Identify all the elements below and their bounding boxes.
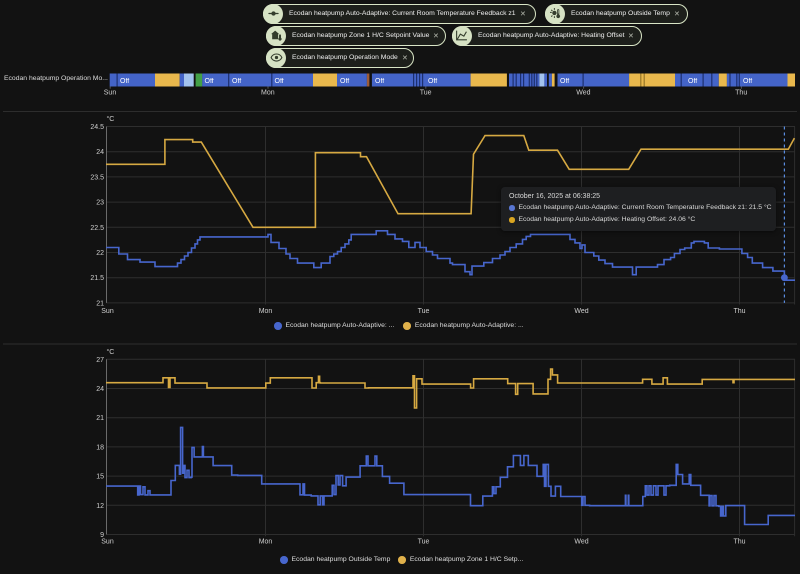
svg-text:Thu: Thu <box>733 539 745 546</box>
svg-text:Sun: Sun <box>101 308 114 315</box>
svg-text:21: 21 <box>96 415 104 422</box>
svg-text:24: 24 <box>96 386 104 393</box>
svg-text:15: 15 <box>96 474 104 481</box>
svg-text:21: 21 <box>96 300 104 307</box>
svg-text:24: 24 <box>96 149 104 156</box>
svg-text:Off: Off <box>275 78 284 85</box>
svg-text:Tue: Tue <box>420 90 432 97</box>
svg-text:°C: °C <box>107 115 115 123</box>
svg-text:Off: Off <box>120 78 129 85</box>
svg-text:22.5: 22.5 <box>90 225 104 232</box>
svg-text:Mon: Mon <box>259 539 273 546</box>
svg-text:Off: Off <box>232 78 241 85</box>
svg-text:22: 22 <box>96 250 104 257</box>
svg-text:Off: Off <box>688 78 697 85</box>
svg-text:9: 9 <box>100 532 104 539</box>
svg-text:Tue: Tue <box>418 308 430 315</box>
svg-text:Off: Off <box>375 78 384 85</box>
svg-text:Wed: Wed <box>574 539 588 546</box>
svg-text:Wed: Wed <box>576 90 590 97</box>
svg-text:Thu: Thu <box>735 90 747 97</box>
svg-text:Off: Off <box>560 78 569 85</box>
svg-text:Off: Off <box>205 78 214 85</box>
svg-text:Tue: Tue <box>418 539 430 546</box>
svg-text:24.5: 24.5 <box>90 124 104 131</box>
svg-text:12: 12 <box>96 503 104 510</box>
svg-text:27: 27 <box>96 357 104 364</box>
svg-text:Off: Off <box>743 78 752 85</box>
svg-text:°C: °C <box>107 348 115 356</box>
svg-text:Sun: Sun <box>104 90 117 97</box>
svg-text:Off: Off <box>428 78 437 85</box>
svg-text:Mon: Mon <box>261 90 275 97</box>
svg-text:21.5: 21.5 <box>90 275 104 282</box>
svg-text:Wed: Wed <box>574 308 588 315</box>
svg-text:Off: Off <box>340 78 349 85</box>
svg-text:23.5: 23.5 <box>90 174 104 181</box>
svg-text:23: 23 <box>96 200 104 207</box>
svg-text:18: 18 <box>96 444 104 451</box>
svg-text:Mon: Mon <box>259 308 273 315</box>
svg-text:Thu: Thu <box>733 308 745 315</box>
svg-text:Sun: Sun <box>101 539 114 546</box>
